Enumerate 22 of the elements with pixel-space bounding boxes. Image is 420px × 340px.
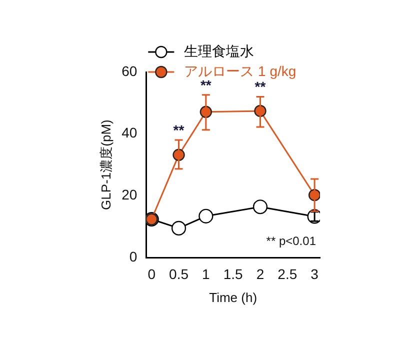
x-tick-label: 1.5 xyxy=(223,266,244,282)
point xyxy=(252,200,268,214)
x-tick-label: 3 xyxy=(310,266,319,282)
annotation: ** xyxy=(254,78,266,95)
x-tick-label: 0.5 xyxy=(169,266,189,282)
annotation: ** xyxy=(173,122,185,138)
x-axis-title: Time (h) xyxy=(209,290,258,305)
point xyxy=(171,220,186,236)
point xyxy=(198,208,214,224)
annotation: ** xyxy=(200,76,212,93)
legend-label: アルロース 1 g/kg xyxy=(184,62,296,79)
annotation: ** p<0.01 xyxy=(266,234,316,248)
x-tick-label: 2 xyxy=(256,266,264,282)
x-tick-label: 1 xyxy=(202,266,210,282)
y-tick-label: 60 xyxy=(122,62,138,79)
y-tick-label: 40 xyxy=(122,124,138,141)
x-tick-label: 0 xyxy=(148,266,156,282)
legend-label: 生理食塩水 xyxy=(184,42,254,59)
y-tick-label: 20 xyxy=(122,186,138,203)
y-axis-title: GLP-1濃度(pM) xyxy=(98,120,114,210)
x-tick-label: 2.5 xyxy=(278,266,298,282)
y-tick-label: 0 xyxy=(129,248,138,264)
